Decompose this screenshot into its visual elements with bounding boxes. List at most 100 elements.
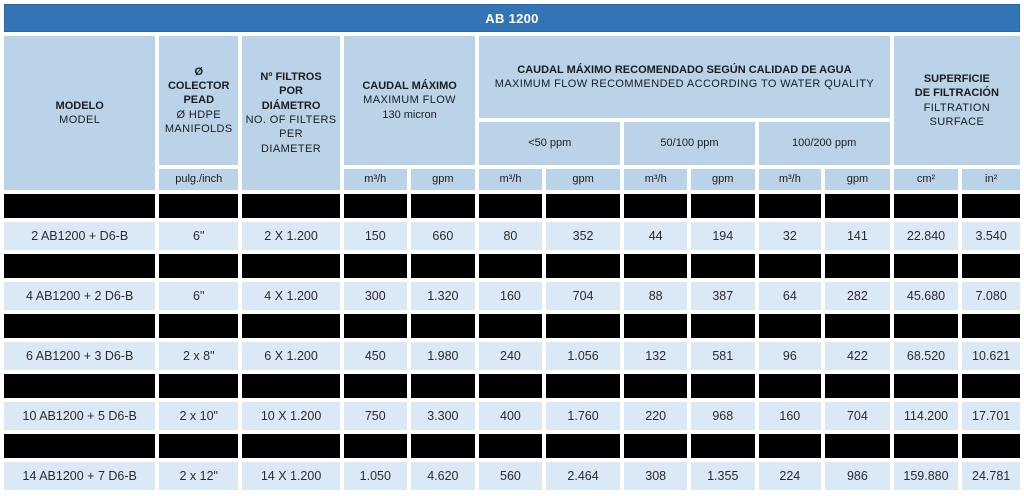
redacted-row	[4, 374, 1020, 398]
header-caudal-recomendado-es: CAUDAL MÁXIMO RECOMENDADO SEGÚN CALIDAD …	[517, 63, 852, 76]
redacted-cell	[4, 314, 156, 338]
redacted-cell	[479, 434, 542, 458]
header-caudal-maximo: CAUDAL MÁXIMO MAXIMUM FLOW 130 micron	[344, 36, 476, 165]
unit-gpm: gpm	[545, 169, 621, 190]
data-cell: 387	[690, 282, 755, 310]
redacted-cell	[159, 374, 239, 398]
header-modelo-es: MODELO	[55, 99, 104, 112]
redacted-cell	[624, 314, 687, 338]
redacted-cell	[410, 314, 476, 338]
header-colector-line-en: MANIFOLDS	[164, 122, 233, 135]
header-caudal-maximo-en: MAXIMUM FLOW	[363, 94, 456, 107]
data-cell: 1.355	[690, 462, 755, 490]
redacted-cell	[545, 314, 621, 338]
redacted-cell	[758, 194, 822, 218]
redacted-cell	[962, 374, 1020, 398]
redacted-cell	[624, 254, 687, 278]
header-modelo: MODELO MODEL	[4, 36, 156, 190]
redacted-cell	[758, 374, 822, 398]
header-caudal-recomendado: CAUDAL MÁXIMO RECOMENDADO SEGÚN CALIDAD …	[479, 36, 890, 118]
data-cell: 240	[479, 342, 542, 370]
header-caudal-recomendado-en: MAXIMUM FLOW RECOMMENDED ACCORDING TO WA…	[494, 78, 875, 90]
data-cell: 704	[825, 402, 890, 430]
redacted-cell	[758, 434, 822, 458]
redacted-cell	[344, 314, 407, 338]
data-cell: 224	[758, 462, 822, 490]
header-superficie-line-en: FILTRATION	[923, 101, 991, 114]
data-cell: 7.080	[962, 282, 1020, 310]
unit-m3h: m³/h	[758, 169, 822, 190]
redacted-cell	[545, 374, 621, 398]
data-cell: 3.300	[410, 402, 476, 430]
data-cell: 32	[758, 222, 822, 250]
header-filtros-line-en: NO. OF FILTERS	[245, 114, 337, 126]
data-cell: 4 X 1.200	[242, 282, 340, 310]
header-row-ppm: <50 ppm 50/100 ppm 100/200 ppm	[4, 122, 1020, 165]
unit-m3h: m³/h	[479, 169, 542, 190]
data-cell: 159.880	[893, 462, 959, 490]
data-cell: 45.680	[893, 282, 959, 310]
redacted-row	[4, 434, 1020, 458]
redacted-cell	[624, 194, 687, 218]
ppm-group-50-100: 50/100 ppm	[624, 122, 755, 165]
table-body: 2 AB1200 + D6-B 6" 2 X 1.200 150 660 80 352 44 1…	[4, 194, 1020, 490]
redacted-cell	[410, 254, 476, 278]
redacted-cell	[242, 374, 340, 398]
redacted-cell	[624, 374, 687, 398]
redacted-cell	[690, 434, 755, 458]
data-cell: 3.540	[962, 222, 1020, 250]
data-cell: 141	[825, 222, 890, 250]
redacted-cell	[344, 374, 407, 398]
unit-in2: in²	[962, 169, 1020, 190]
redacted-cell	[159, 314, 239, 338]
redacted-cell	[690, 374, 755, 398]
redacted-cell	[893, 194, 959, 218]
data-cell: 660	[410, 222, 476, 250]
data-cell: 2 AB1200 + D6-B	[4, 222, 156, 250]
redacted-cell	[242, 434, 340, 458]
redacted-cell	[962, 434, 1020, 458]
header-colector-pead: Ø COLECTOR PEAD Ø HDPE MANIFOLDS	[159, 36, 239, 165]
data-cell: 6 AB1200 + 3 D6-B	[4, 342, 156, 370]
data-cell: 194	[690, 222, 755, 250]
data-cell: 88	[624, 282, 687, 310]
data-cell: 352	[545, 222, 621, 250]
data-cell: 14 X 1.200	[242, 462, 340, 490]
redacted-cell	[825, 254, 890, 278]
data-cell: 220	[624, 402, 687, 430]
header-colector-line: PEAD	[183, 94, 215, 107]
data-cell: 1.980	[410, 342, 476, 370]
redacted-cell	[690, 194, 755, 218]
redacted-cell	[893, 434, 959, 458]
data-cell: 6"	[159, 282, 239, 310]
data-cell: 44	[624, 222, 687, 250]
redacted-cell	[479, 374, 542, 398]
data-cell: 10.621	[962, 342, 1020, 370]
header-superficie-line: DE FILTRACIÓN	[914, 87, 999, 100]
data-cell: 160	[479, 282, 542, 310]
data-cell: 1.760	[545, 402, 621, 430]
redacted-cell	[344, 254, 407, 278]
redacted-cell	[410, 374, 476, 398]
redacted-cell	[825, 434, 890, 458]
data-cell: 96	[758, 342, 822, 370]
header-colector-line-en: Ø HDPE	[176, 108, 222, 121]
data-cell: 22.840	[893, 222, 959, 250]
redacted-cell	[159, 434, 239, 458]
data-cell: 24.781	[962, 462, 1020, 490]
data-cell: 282	[825, 282, 890, 310]
redacted-cell	[758, 314, 822, 338]
data-cell: 4 AB1200 + 2 D6-B	[4, 282, 156, 310]
redacted-cell	[825, 374, 890, 398]
redacted-cell	[545, 434, 621, 458]
data-cell: 80	[479, 222, 542, 250]
header-filtros-line-en: DIAMETER	[261, 142, 322, 155]
header-caudal-maximo-note: 130 micron	[382, 108, 437, 121]
redacted-cell	[242, 254, 340, 278]
redacted-cell	[4, 434, 156, 458]
data-cell: 6"	[159, 222, 239, 250]
data-cell: 400	[479, 402, 542, 430]
redacted-cell	[893, 254, 959, 278]
unit-m3h: m³/h	[344, 169, 407, 190]
redacted-cell	[825, 194, 890, 218]
